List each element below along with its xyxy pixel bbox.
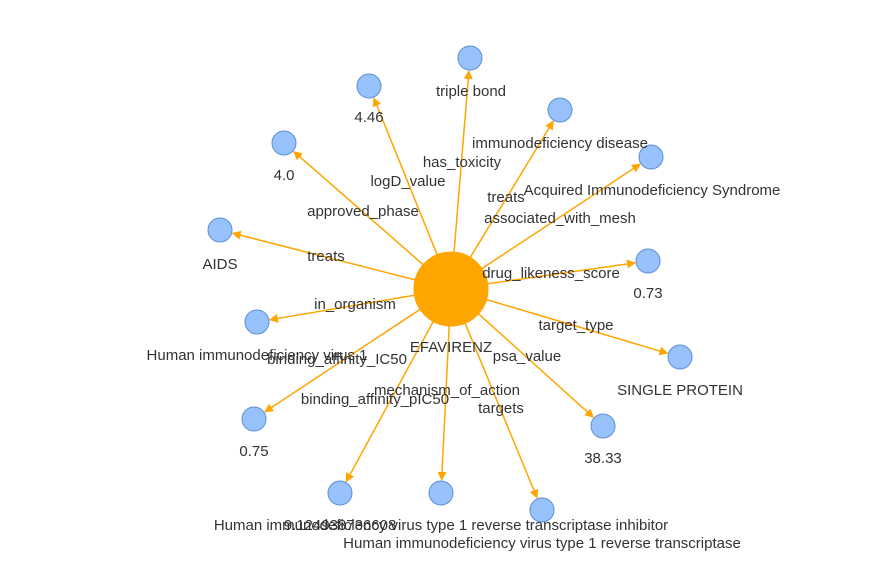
edge-single-protein[interactable] (486, 298, 669, 356)
edge-label-single-protein: target_type (538, 317, 613, 334)
edge-label-ic50: binding_affinity_IC50 (267, 351, 407, 368)
edge-label-aids: treats (307, 248, 345, 265)
labels-layer: 4.46 4.0 AIDS 0.73 Human immunodeficiency vi… (147, 83, 781, 552)
edge-acquired[interactable] (481, 163, 641, 270)
node-aids[interactable] (207, 217, 233, 243)
edge-4-0[interactable] (293, 150, 424, 266)
edge-rt-inhibitor[interactable] (437, 325, 450, 481)
node-label-single-protein: SINGLE PROTEIN (617, 382, 743, 399)
node-single-protein[interactable] (667, 344, 693, 370)
node-4-0[interactable] (271, 130, 297, 156)
node-center[interactable] (413, 251, 489, 327)
edge-38-33[interactable] (477, 313, 595, 418)
node-label-4-46: 4.46 (354, 109, 383, 126)
edge-label-rt: targets (478, 400, 524, 417)
node-label-38-33: 38.33 (584, 450, 622, 467)
edge-4-46[interactable] (372, 97, 438, 255)
edge-label-hiv1-org: in_organism (314, 296, 396, 313)
node-4-46[interactable] (356, 73, 382, 99)
edge-label-4-0: approved_phase (307, 203, 419, 220)
edge-triple-bond[interactable] (453, 70, 473, 253)
node-label-0-73: 0.73 (633, 285, 662, 302)
node-0-75[interactable] (241, 406, 267, 432)
edge-hiv1-org[interactable] (268, 294, 415, 323)
edge-0-75[interactable] (264, 308, 421, 413)
node-triple-bond[interactable] (457, 45, 483, 71)
node-label-aids: AIDS (202, 256, 237, 273)
node-rt[interactable] (529, 497, 555, 523)
node-label-rt-inhibitor: Human immunodeficiency virus type 1 reve… (214, 517, 668, 534)
edge-label-extra-2: treats (487, 189, 525, 206)
edge-label-acquired: Acquired Immunodeficiency Syndrome (524, 182, 781, 199)
edge-label-extra-3: associated_with_mesh (484, 210, 636, 227)
edge-immuno-disease[interactable] (469, 120, 554, 258)
node-0-73[interactable] (635, 248, 661, 274)
node-label-ic50: 9.124938736608 (284, 517, 397, 534)
node-label-rt: Human immunodeficiency virus type 1 reve… (343, 535, 741, 552)
edge-rt[interactable] (464, 322, 539, 499)
node-ic50[interactable] (327, 480, 353, 506)
edge-label-extra-1: has_toxicity (423, 154, 502, 171)
node-label-0-75: 0.75 (239, 443, 268, 460)
node-acquired[interactable] (638, 144, 664, 170)
node-immuno-disease[interactable] (547, 97, 573, 123)
node-label-4-0: 4.0 (274, 167, 295, 184)
edge-label-rt-inhibitor: mechanism_of_action (374, 382, 520, 399)
edges-layer (231, 70, 669, 499)
edge-label-0-73: drug_likeness_score (482, 265, 620, 282)
node-label-center: EFAVIRENZ (410, 339, 492, 356)
nodes-layer (207, 45, 693, 523)
edge-label-immuno-disease: immunodeficiency disease (472, 135, 648, 152)
edge-label-38-33: psa_value (493, 348, 561, 365)
edge-0-73[interactable] (487, 259, 637, 285)
edge-aids[interactable] (231, 230, 416, 281)
edge-label-4-46: logD_value (370, 173, 445, 190)
node-hiv1-org[interactable] (244, 309, 270, 335)
edge-label-triple-bond: triple bond (436, 83, 506, 100)
edge-ic50[interactable] (345, 321, 434, 483)
node-38-33[interactable] (590, 413, 616, 439)
node-label-hiv1-org: Human immunodeficiency virus 1 (147, 347, 368, 364)
edge-label-0-75: binding_affinity_pIC50 (301, 391, 449, 408)
node-rt-inhibitor[interactable] (428, 480, 454, 506)
